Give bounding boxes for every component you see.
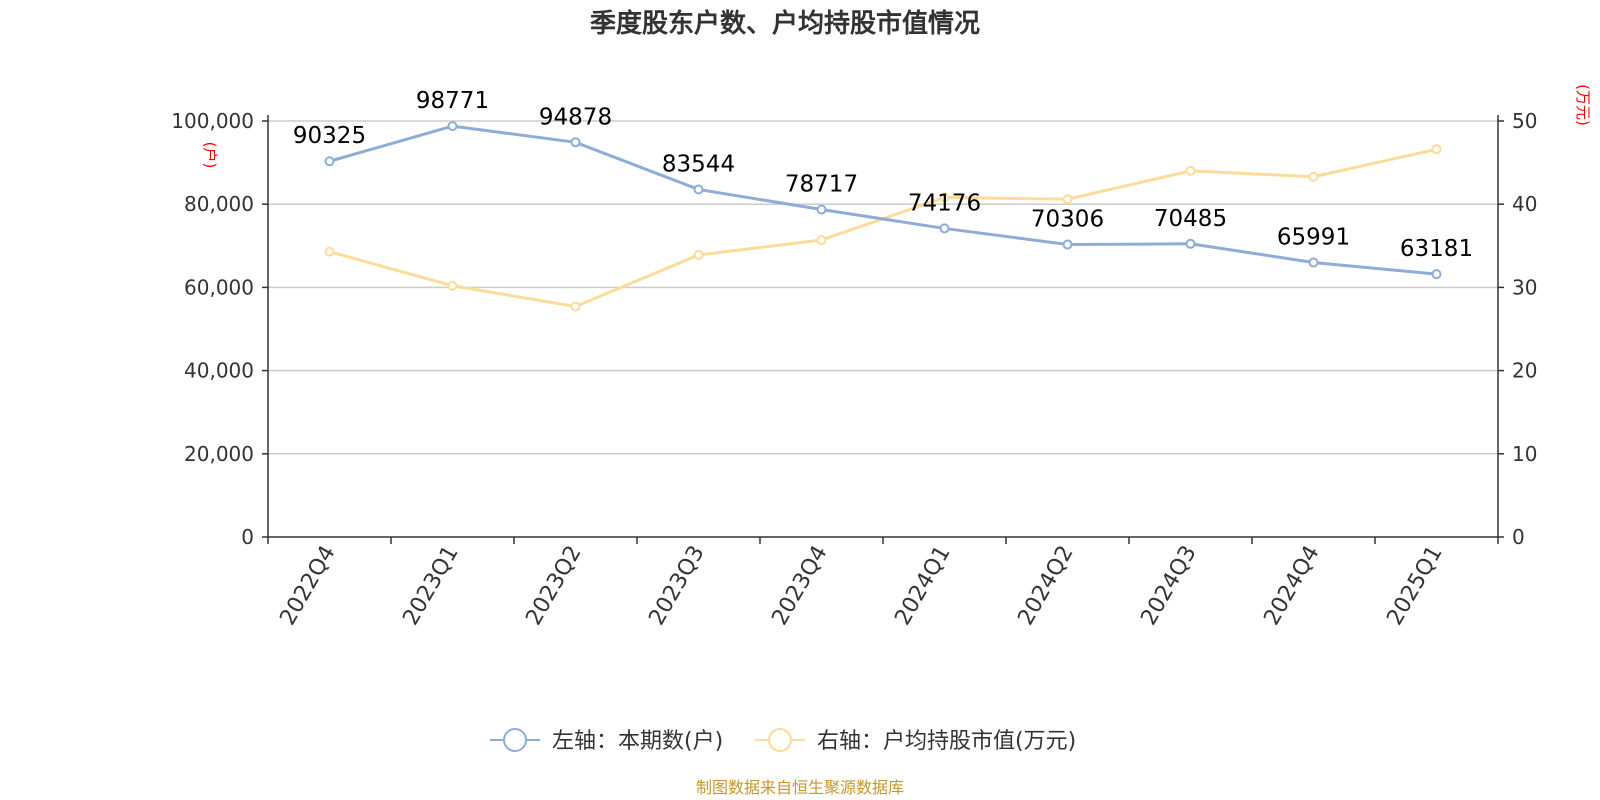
legend-item-right-series[interactable]: 右轴：户均持股市值(万元) — [755, 728, 1076, 754]
x-tick-label: 2024Q2 — [1013, 542, 1078, 630]
data-label: 78717 — [785, 172, 858, 198]
left-series-point[interactable] — [324, 156, 335, 167]
data-label: 70485 — [1154, 206, 1227, 232]
left-tick-label: 80,000 — [184, 192, 254, 216]
left-tick-label: 60,000 — [184, 275, 254, 299]
left-axis-unit: (户) — [201, 142, 219, 169]
x-tick-label: 2024Q4 — [1259, 542, 1324, 630]
x-tick-label: 2025Q1 — [1382, 542, 1447, 630]
left-series-line — [329, 124, 1437, 276]
data-label: 74176 — [908, 190, 981, 216]
right-series-point[interactable] — [447, 280, 458, 291]
left-tick-label: 40,000 — [184, 359, 254, 383]
left-series-point[interactable] — [570, 137, 581, 148]
right-series-point[interactable] — [816, 234, 827, 245]
legend-marker-left-series — [503, 728, 527, 752]
left-series-point[interactable] — [1308, 257, 1319, 268]
x-tick-label: 2023Q1 — [398, 542, 463, 630]
right-series-point[interactable] — [693, 249, 704, 260]
left-series-point[interactable] — [816, 204, 827, 215]
data-label: 83544 — [662, 151, 735, 177]
data-label: 70306 — [1031, 207, 1104, 233]
right-tick-label: 0 — [1512, 525, 1525, 549]
data-label: 98771 — [416, 88, 489, 114]
right-series-point[interactable] — [939, 192, 950, 203]
x-tick-label: 2022Q4 — [275, 542, 340, 630]
legend: 左轴：本期数(户) 右轴：户均持股市值(万元) — [490, 728, 1076, 754]
x-tick-label: 2024Q3 — [1136, 542, 1201, 630]
left-series-point[interactable] — [693, 184, 704, 195]
right-tick-label: 20 — [1512, 359, 1537, 383]
grid — [268, 120, 1498, 455]
right-series-point[interactable] — [324, 246, 335, 257]
source-note: 制图数据来自恒生聚源数据库 — [696, 778, 904, 797]
right-axis-unit: (万元) — [1574, 84, 1592, 126]
right-series-point[interactable] — [1185, 165, 1196, 176]
left-tick-label: 100,000 — [171, 109, 254, 133]
x-tick-label: 2023Q4 — [767, 542, 832, 630]
x-tick-label: 2023Q2 — [521, 542, 586, 630]
left-series-point[interactable] — [1062, 239, 1073, 250]
data-label: 94878 — [539, 104, 612, 130]
right-tick-label: 40 — [1512, 192, 1537, 216]
legend-label-left-series: 左轴：本期数(户) — [552, 729, 723, 754]
left-tick-label: 20,000 — [184, 442, 254, 466]
x-tick-label: 2024Q1 — [890, 542, 955, 630]
left-series-point[interactable] — [1185, 238, 1196, 249]
legend-marker-right-series — [768, 728, 792, 752]
right-series-line — [329, 147, 1437, 309]
series: 90325 98771 94878 83544 78717 74176 70306 70485… — [293, 88, 1473, 312]
legend-label-right-series: 右轴：户均持股市值(万元) — [817, 729, 1076, 754]
left-series-point[interactable] — [447, 121, 458, 132]
chart-title: 季度股东户数、户均持股市值情况 — [590, 8, 980, 39]
x-tick-label: 2023Q3 — [644, 542, 709, 630]
data-label: 65991 — [1277, 224, 1350, 250]
legend-item-left-series[interactable]: 左轴：本期数(户) — [490, 728, 723, 754]
right-tick-label: 10 — [1512, 442, 1537, 466]
left-tick-label: 0 — [241, 525, 254, 549]
left-series-point[interactable] — [1431, 269, 1442, 280]
right-series-point[interactable] — [1062, 194, 1073, 205]
right-series-point[interactable] — [1431, 144, 1442, 155]
right-tick-label: 30 — [1512, 275, 1537, 299]
right-series-point[interactable] — [570, 301, 581, 312]
right-series-point[interactable] — [1308, 171, 1319, 182]
data-label: 63181 — [1400, 236, 1473, 262]
left-series-point[interactable] — [939, 223, 950, 234]
right-tick-label: 50 — [1512, 109, 1537, 133]
data-label: 90325 — [293, 123, 366, 149]
